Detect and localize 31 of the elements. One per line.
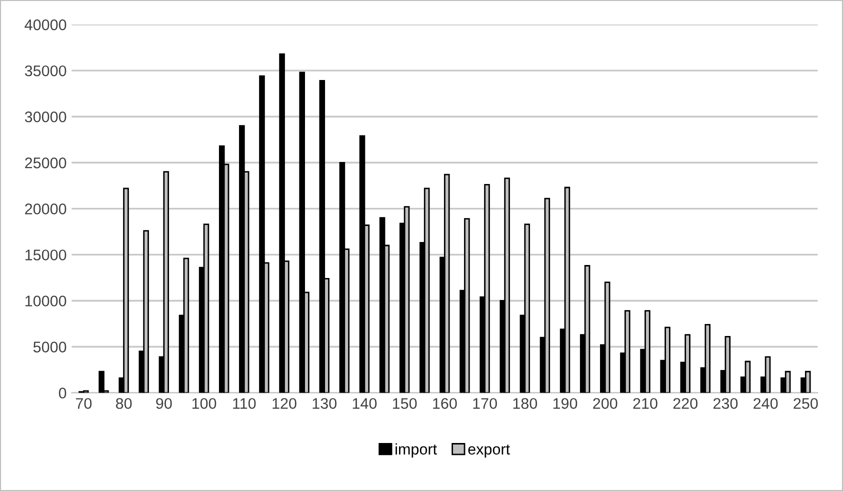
x-tick-label: 120 bbox=[272, 398, 296, 409]
legend-label: export bbox=[468, 444, 510, 458]
y-tick-label: 40000 bbox=[24, 19, 66, 30]
bar bbox=[319, 80, 326, 393]
y-tick-label: 10000 bbox=[25, 296, 66, 306]
x-tick-label: 170 bbox=[473, 398, 497, 409]
x-tick-label: 230 bbox=[713, 398, 738, 409]
x-tick-label: 150 bbox=[392, 398, 417, 409]
x-tick-label: 140 bbox=[352, 398, 377, 409]
legend-label: import bbox=[396, 443, 437, 458]
x-tick-label: 250 bbox=[794, 398, 818, 409]
x-tick-label: 80 bbox=[116, 398, 132, 409]
y-tick-label: 25000 bbox=[25, 158, 66, 168]
y-tick-label: 5000 bbox=[33, 342, 66, 352]
x-tick-label: 190 bbox=[553, 398, 578, 409]
x-tick-label: 130 bbox=[312, 398, 336, 409]
y-tick-label: 0 bbox=[58, 388, 66, 398]
x-tick-label: 210 bbox=[633, 398, 658, 409]
x-tick-label: 100 bbox=[192, 398, 216, 409]
x-tick-label: 160 bbox=[433, 398, 457, 409]
y-tick-label: 15000 bbox=[25, 250, 66, 260]
y-tick-label: 30000 bbox=[24, 111, 66, 122]
x-tick-label: 110 bbox=[233, 398, 256, 409]
x-tick-label: 90 bbox=[156, 398, 172, 409]
x-tick-label: 70 bbox=[76, 398, 92, 409]
x-tick-label: 200 bbox=[593, 398, 618, 409]
x-tick-label: 220 bbox=[673, 398, 698, 409]
y-tick-label: 20000 bbox=[25, 204, 66, 214]
x-tick-label: 240 bbox=[754, 398, 778, 409]
y-tick-label: 35000 bbox=[24, 65, 66, 76]
x-tick-label: 180 bbox=[513, 398, 538, 409]
